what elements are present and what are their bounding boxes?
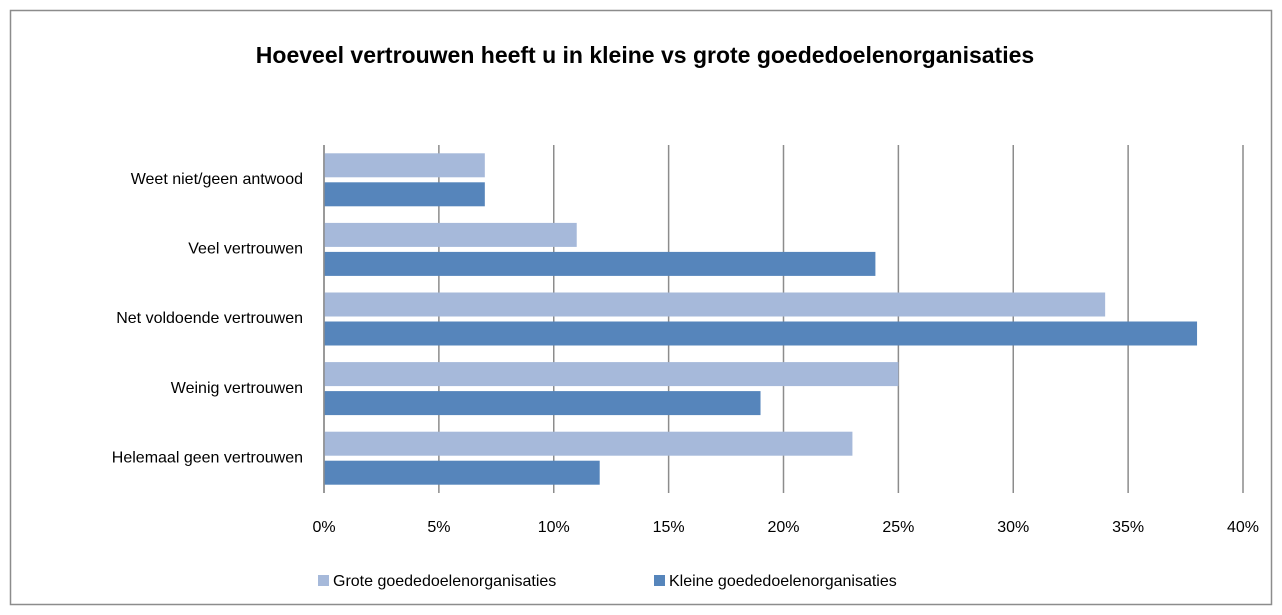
bar xyxy=(324,460,600,485)
bar xyxy=(324,153,485,178)
x-tick-label: 20% xyxy=(767,519,799,536)
y-tick-label: Weinig vertrouwen xyxy=(171,380,303,397)
bar xyxy=(324,321,1198,346)
legend-label: Grote goededoelenorganisaties xyxy=(333,573,556,590)
legend-swatch xyxy=(654,575,665,586)
x-tick-label: 0% xyxy=(312,519,335,536)
bar xyxy=(324,251,876,276)
bar xyxy=(324,292,1106,317)
x-tick-label: 35% xyxy=(1112,519,1144,536)
x-tick-label: 25% xyxy=(882,519,914,536)
legend-swatch xyxy=(318,575,329,586)
x-tick-label: 30% xyxy=(997,519,1029,536)
chart-title: Hoeveel vertrouwen heeft u in kleine vs … xyxy=(256,42,1034,68)
y-tick-label: Weet niet/geen antwood xyxy=(131,171,303,188)
bar xyxy=(324,391,761,416)
y-tick-label: Helemaal geen vertrouwen xyxy=(112,449,303,466)
x-tick-label: 10% xyxy=(538,519,570,536)
bar xyxy=(324,222,577,247)
bar xyxy=(324,182,485,207)
x-tick-label: 5% xyxy=(427,519,450,536)
bar xyxy=(324,362,899,387)
y-tick-label: Net voldoende vertrouwen xyxy=(116,310,303,327)
x-tick-label: 40% xyxy=(1227,519,1259,536)
y-tick-label: Veel vertrouwen xyxy=(188,241,303,258)
legend-label: Kleine goededoelenorganisaties xyxy=(669,573,897,590)
x-tick-label: 15% xyxy=(653,519,685,536)
bar xyxy=(324,431,853,456)
